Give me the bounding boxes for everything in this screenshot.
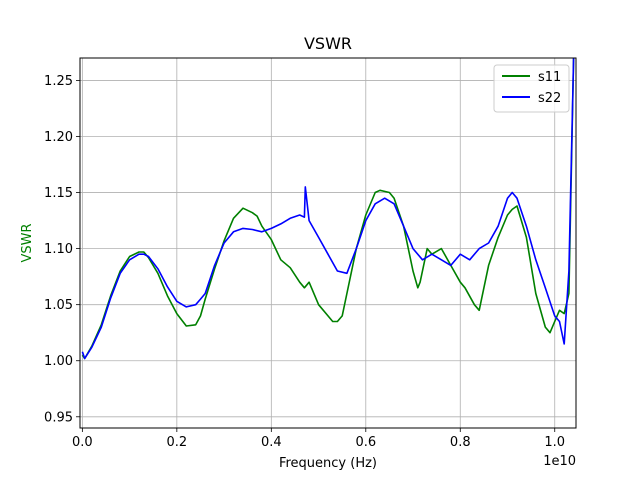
legend: s11 s22	[493, 64, 570, 113]
x-tick-label: 1.0	[544, 435, 565, 450]
y-tick-label: 1.15	[44, 186, 73, 201]
axis-ticks: 0.0 0.2 0.4 0.6 0.8 1.0 0.95 1.00 1.05 1.10 1.15 1.…	[44, 74, 565, 450]
grid	[80, 58, 576, 428]
series-lines	[81, 58, 575, 360]
y-tick-label: 1.05	[44, 298, 73, 313]
legend-label-s11: s11	[538, 70, 561, 85]
chart-title: VSWR	[304, 34, 352, 53]
x-tick-label: 0.8	[450, 435, 471, 450]
x-offset-label: 1e10	[543, 454, 576, 469]
series-line-s11	[81, 58, 575, 360]
x-axis-label: Frequency (Hz)	[279, 456, 377, 471]
x-tick-label: 0.2	[166, 435, 187, 450]
x-tick-label: 0.0	[72, 435, 93, 450]
y-tick-label: 1.10	[44, 242, 73, 257]
y-axis-label: VSWR	[20, 223, 35, 262]
y-tick-label: 1.25	[44, 74, 73, 89]
plot-frame	[79, 57, 577, 429]
y-tick-label: 1.00	[44, 354, 73, 369]
y-tick-label: 1.20	[44, 130, 73, 145]
legend-label-s22: s22	[538, 91, 561, 106]
series-line-s22	[81, 58, 575, 360]
x-tick-label: 0.6	[355, 435, 376, 450]
y-tick-label: 0.95	[44, 410, 73, 425]
x-tick-label: 0.4	[261, 435, 282, 450]
